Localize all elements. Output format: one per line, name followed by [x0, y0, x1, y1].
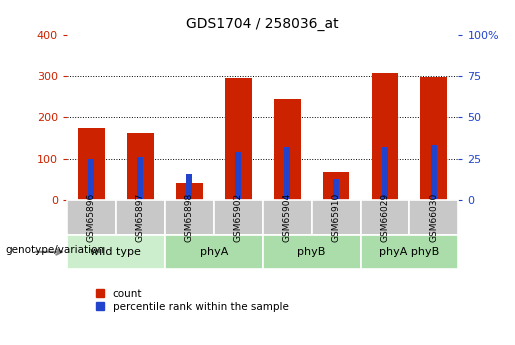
Bar	[382, 147, 388, 200]
Bar	[235, 152, 241, 200]
Text: genotype/variation: genotype/variation	[5, 245, 104, 255]
Bar	[420, 77, 448, 200]
Bar	[67, 200, 116, 235]
Bar	[360, 200, 409, 235]
Bar	[165, 200, 214, 235]
Bar	[176, 183, 203, 200]
Text: GSM65896: GSM65896	[87, 193, 96, 242]
Bar	[67, 235, 165, 269]
Text: GSM66030: GSM66030	[430, 193, 438, 242]
Bar	[284, 147, 290, 200]
Bar	[89, 159, 94, 200]
Text: GSM65898: GSM65898	[185, 193, 194, 242]
Bar	[138, 157, 143, 200]
Legend: count, percentile rank within the sample: count, percentile rank within the sample	[92, 285, 293, 316]
Bar	[127, 132, 154, 200]
Bar	[165, 235, 263, 269]
Bar	[431, 146, 437, 200]
Bar	[322, 172, 350, 200]
Bar	[186, 174, 192, 200]
Bar	[116, 200, 165, 235]
Bar	[263, 200, 312, 235]
Title: GDS1704 / 258036_at: GDS1704 / 258036_at	[186, 17, 339, 31]
Bar	[225, 78, 252, 200]
Text: phyA: phyA	[199, 247, 228, 257]
Text: phyB: phyB	[297, 247, 326, 257]
Bar	[333, 179, 339, 200]
Bar	[273, 99, 301, 200]
Text: wild type: wild type	[91, 247, 141, 257]
Text: GSM65904: GSM65904	[283, 193, 291, 242]
Bar	[78, 128, 105, 200]
Bar	[263, 235, 360, 269]
Bar	[409, 200, 458, 235]
Text: GSM65897: GSM65897	[136, 193, 145, 242]
Text: phyA phyB: phyA phyB	[380, 247, 439, 257]
Bar	[360, 235, 458, 269]
Bar	[312, 200, 360, 235]
Text: GSM66029: GSM66029	[381, 193, 389, 242]
Text: GSM65902: GSM65902	[234, 193, 243, 242]
Bar	[214, 200, 263, 235]
Bar	[371, 73, 399, 200]
Text: GSM65910: GSM65910	[332, 193, 340, 242]
